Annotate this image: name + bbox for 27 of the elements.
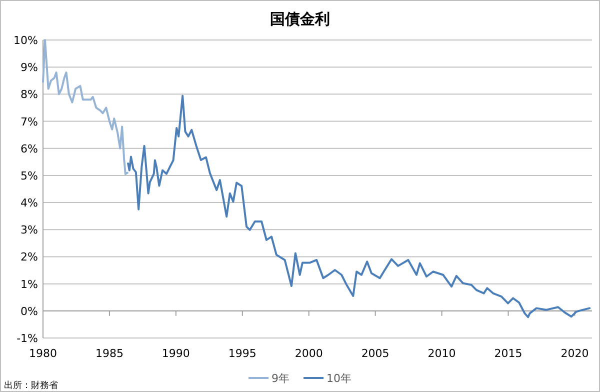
y-tick-label: 4% (20, 196, 38, 210)
y-tick-label: 9% (20, 61, 38, 74)
y-tick-label: 8% (20, 88, 38, 102)
x-tick-label: 2000 (294, 347, 323, 360)
x-tick-label: 2015 (494, 347, 522, 360)
line-series (127, 94, 591, 318)
y-tick-label: 2% (20, 250, 38, 264)
y-tick-label: 1% (20, 278, 38, 291)
y-tick-label: -1% (16, 332, 38, 345)
x-tick-label: 1995 (228, 347, 256, 360)
y-tick-label: 7% (20, 115, 38, 128)
y-tick-label: 10% (14, 34, 38, 47)
y-tick-label: 3% (20, 224, 38, 237)
x-tick-label: 1980 (29, 347, 57, 360)
text: 出所：財務省 (4, 380, 58, 391)
chart-title: 国債金利 (270, 10, 330, 28)
x-tick-label: 1985 (95, 347, 124, 360)
y-tick-label: 0% (20, 304, 38, 318)
y-tick-label: 6% (20, 142, 38, 156)
x-tick-label: 2005 (361, 347, 390, 360)
x-tick-label: 1990 (162, 347, 190, 360)
x-tick-label: 2020 (560, 347, 589, 360)
legend-label: 10年 (326, 372, 352, 385)
line-series (42, 39, 128, 176)
y-tick-label: 5% (20, 169, 38, 182)
x-tick-label: 2010 (428, 347, 456, 360)
legend-label: 9年 (272, 372, 290, 385)
